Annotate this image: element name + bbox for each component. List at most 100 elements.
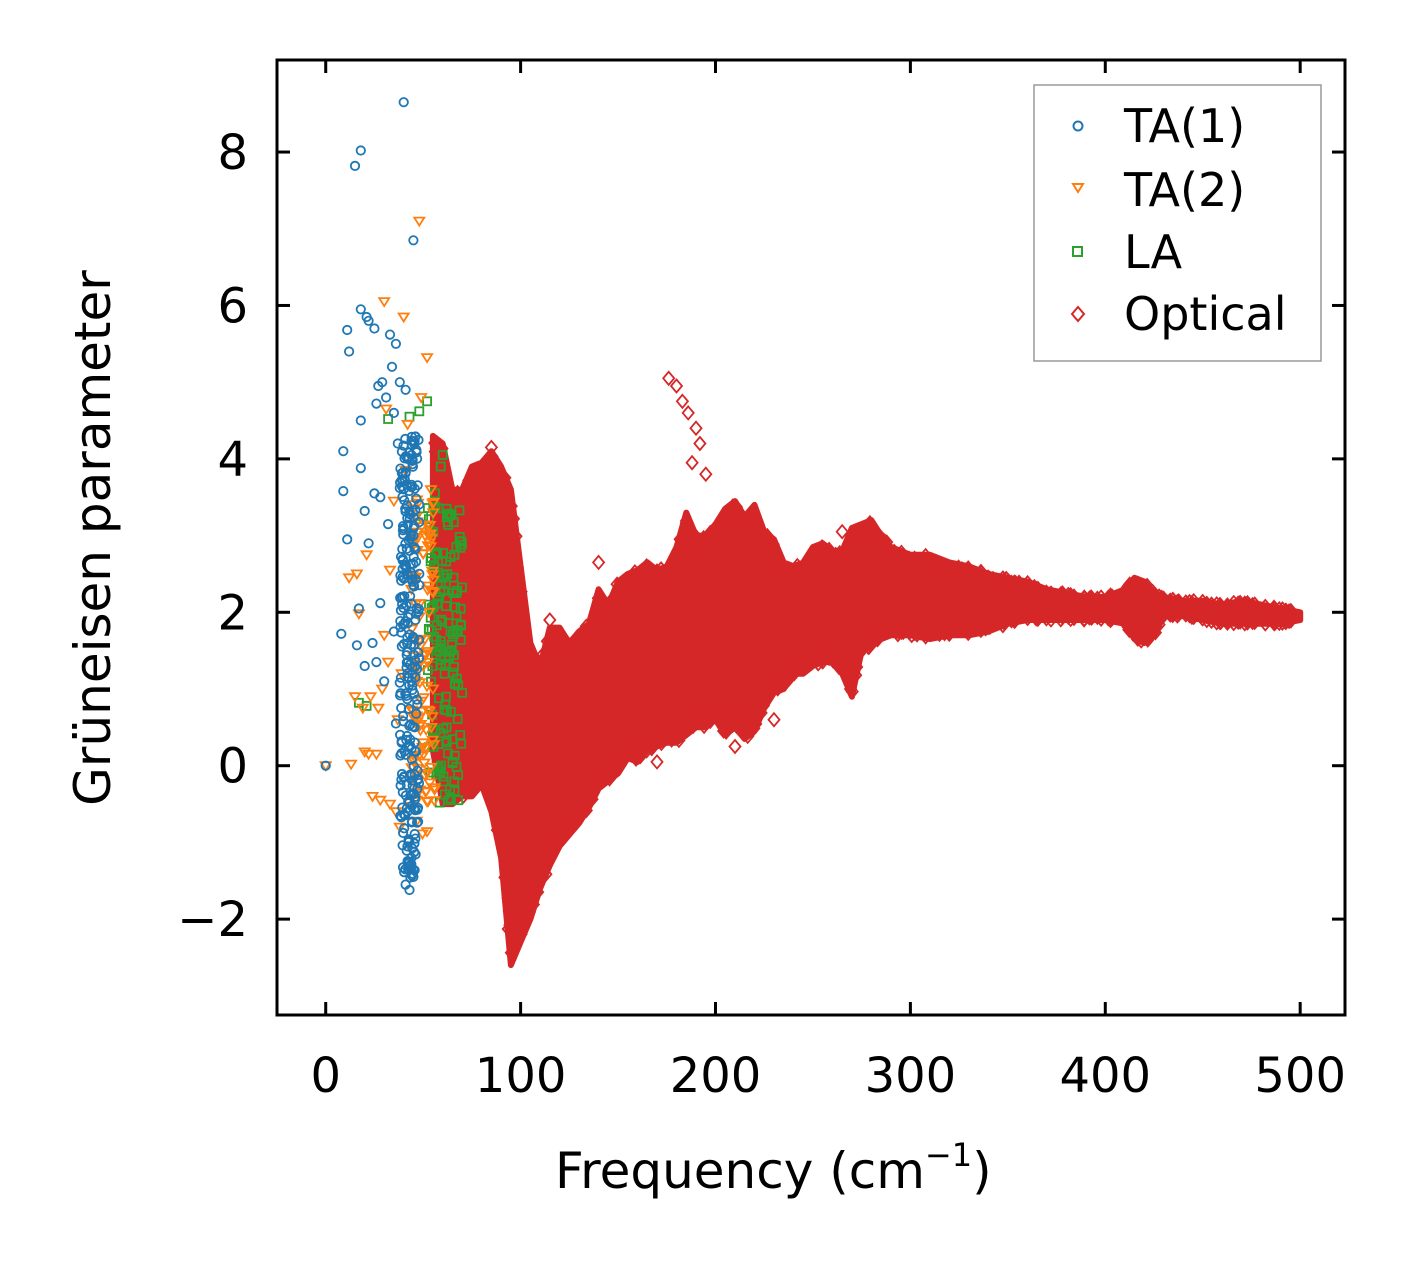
optical-point — [891, 623, 905, 640]
optical-point — [591, 554, 606, 571]
optical-point — [1148, 586, 1163, 603]
optical-point — [1166, 606, 1180, 622]
optical-point — [504, 944, 518, 961]
ta2-point — [419, 786, 433, 798]
ta1-point — [404, 545, 415, 557]
ta2-point — [361, 749, 376, 761]
optical-point — [741, 728, 755, 745]
optical-point — [1082, 590, 1097, 606]
optical-point — [665, 716, 679, 733]
ta1-point — [402, 806, 413, 817]
y-tick-label: 8 — [217, 125, 248, 181]
optical-point — [1004, 574, 1019, 591]
optical-point — [1064, 586, 1078, 603]
optical-point — [1245, 614, 1260, 631]
la-point — [432, 548, 443, 559]
ta1-point — [390, 338, 401, 349]
ta2-point — [342, 573, 356, 584]
optical-point — [585, 784, 599, 801]
optical-point — [780, 673, 794, 689]
ta2-point — [421, 797, 435, 808]
ta1-point — [403, 656, 414, 667]
optical-point — [501, 890, 515, 907]
ta1-point — [395, 780, 406, 791]
ta1-point — [379, 676, 390, 687]
ta1-point — [400, 384, 411, 395]
optical-point — [435, 440, 449, 457]
ta1-point — [408, 235, 419, 246]
optical-point — [579, 618, 593, 635]
la-point — [435, 461, 446, 472]
optical-point — [546, 831, 561, 848]
optical-point — [855, 641, 870, 657]
ta1-point — [367, 637, 378, 649]
la-point — [453, 795, 464, 806]
optical-point — [476, 748, 491, 765]
optical-point — [579, 802, 593, 819]
optical-point — [475, 491, 489, 507]
optical-point — [1258, 598, 1272, 615]
optical-point — [835, 548, 849, 565]
optical-point — [634, 745, 648, 761]
ta2-point — [400, 420, 415, 431]
ta1-point — [401, 500, 413, 511]
optical-point — [847, 659, 861, 676]
optical-point — [845, 683, 859, 700]
la-point — [455, 542, 466, 553]
ta1-point — [400, 688, 411, 699]
optical-point — [679, 718, 694, 735]
optical-point — [891, 549, 905, 566]
ta1-point — [396, 737, 407, 748]
optical-point — [729, 514, 744, 531]
optical-point — [741, 526, 755, 543]
ta2-point — [422, 778, 437, 790]
ta1-point — [402, 672, 413, 683]
optical-point — [1166, 591, 1180, 608]
ta2-point — [358, 747, 372, 759]
ta1-point — [411, 602, 422, 614]
optical-point — [699, 541, 714, 558]
optical-point — [546, 643, 561, 660]
optical-point — [1039, 610, 1054, 627]
optical-point — [699, 466, 713, 483]
ta1-point — [363, 315, 374, 326]
optical-point — [623, 581, 637, 598]
y-tick-label: −2 — [177, 892, 248, 948]
optical-point — [475, 772, 489, 789]
optical-point — [729, 499, 744, 515]
optical-point — [1008, 612, 1023, 629]
ta1-point — [355, 304, 366, 315]
optical-point — [709, 520, 723, 536]
optical-point — [786, 657, 801, 674]
optical-point — [540, 633, 554, 650]
ta1-point — [359, 505, 370, 517]
ta1-point — [396, 575, 407, 586]
optical-point — [720, 524, 735, 541]
ta1-point — [402, 668, 413, 679]
optical-point — [572, 633, 586, 650]
optical-point — [1103, 612, 1118, 629]
ta1-point — [396, 641, 407, 652]
optical-point — [570, 643, 584, 659]
optical-point — [509, 528, 523, 545]
optical-point — [749, 716, 763, 732]
optical-point — [1056, 608, 1070, 625]
optical-point — [645, 740, 659, 757]
optical-point — [868, 529, 883, 546]
ta1-point — [342, 324, 353, 336]
optical-point — [797, 558, 811, 574]
ta2-point — [363, 692, 378, 703]
legend-label-ta2: TA(2) — [1123, 163, 1245, 217]
la-point — [436, 614, 446, 625]
la-point — [455, 619, 466, 630]
optical-point — [719, 724, 733, 740]
optical-point — [633, 748, 648, 765]
optical-point — [501, 496, 515, 513]
ta1-point — [377, 377, 388, 388]
ta1-point — [359, 660, 370, 672]
legend-label-optical: Optical — [1124, 287, 1286, 341]
optical-point — [611, 755, 625, 772]
ta2-point — [426, 740, 441, 751]
optical-point — [754, 705, 768, 721]
